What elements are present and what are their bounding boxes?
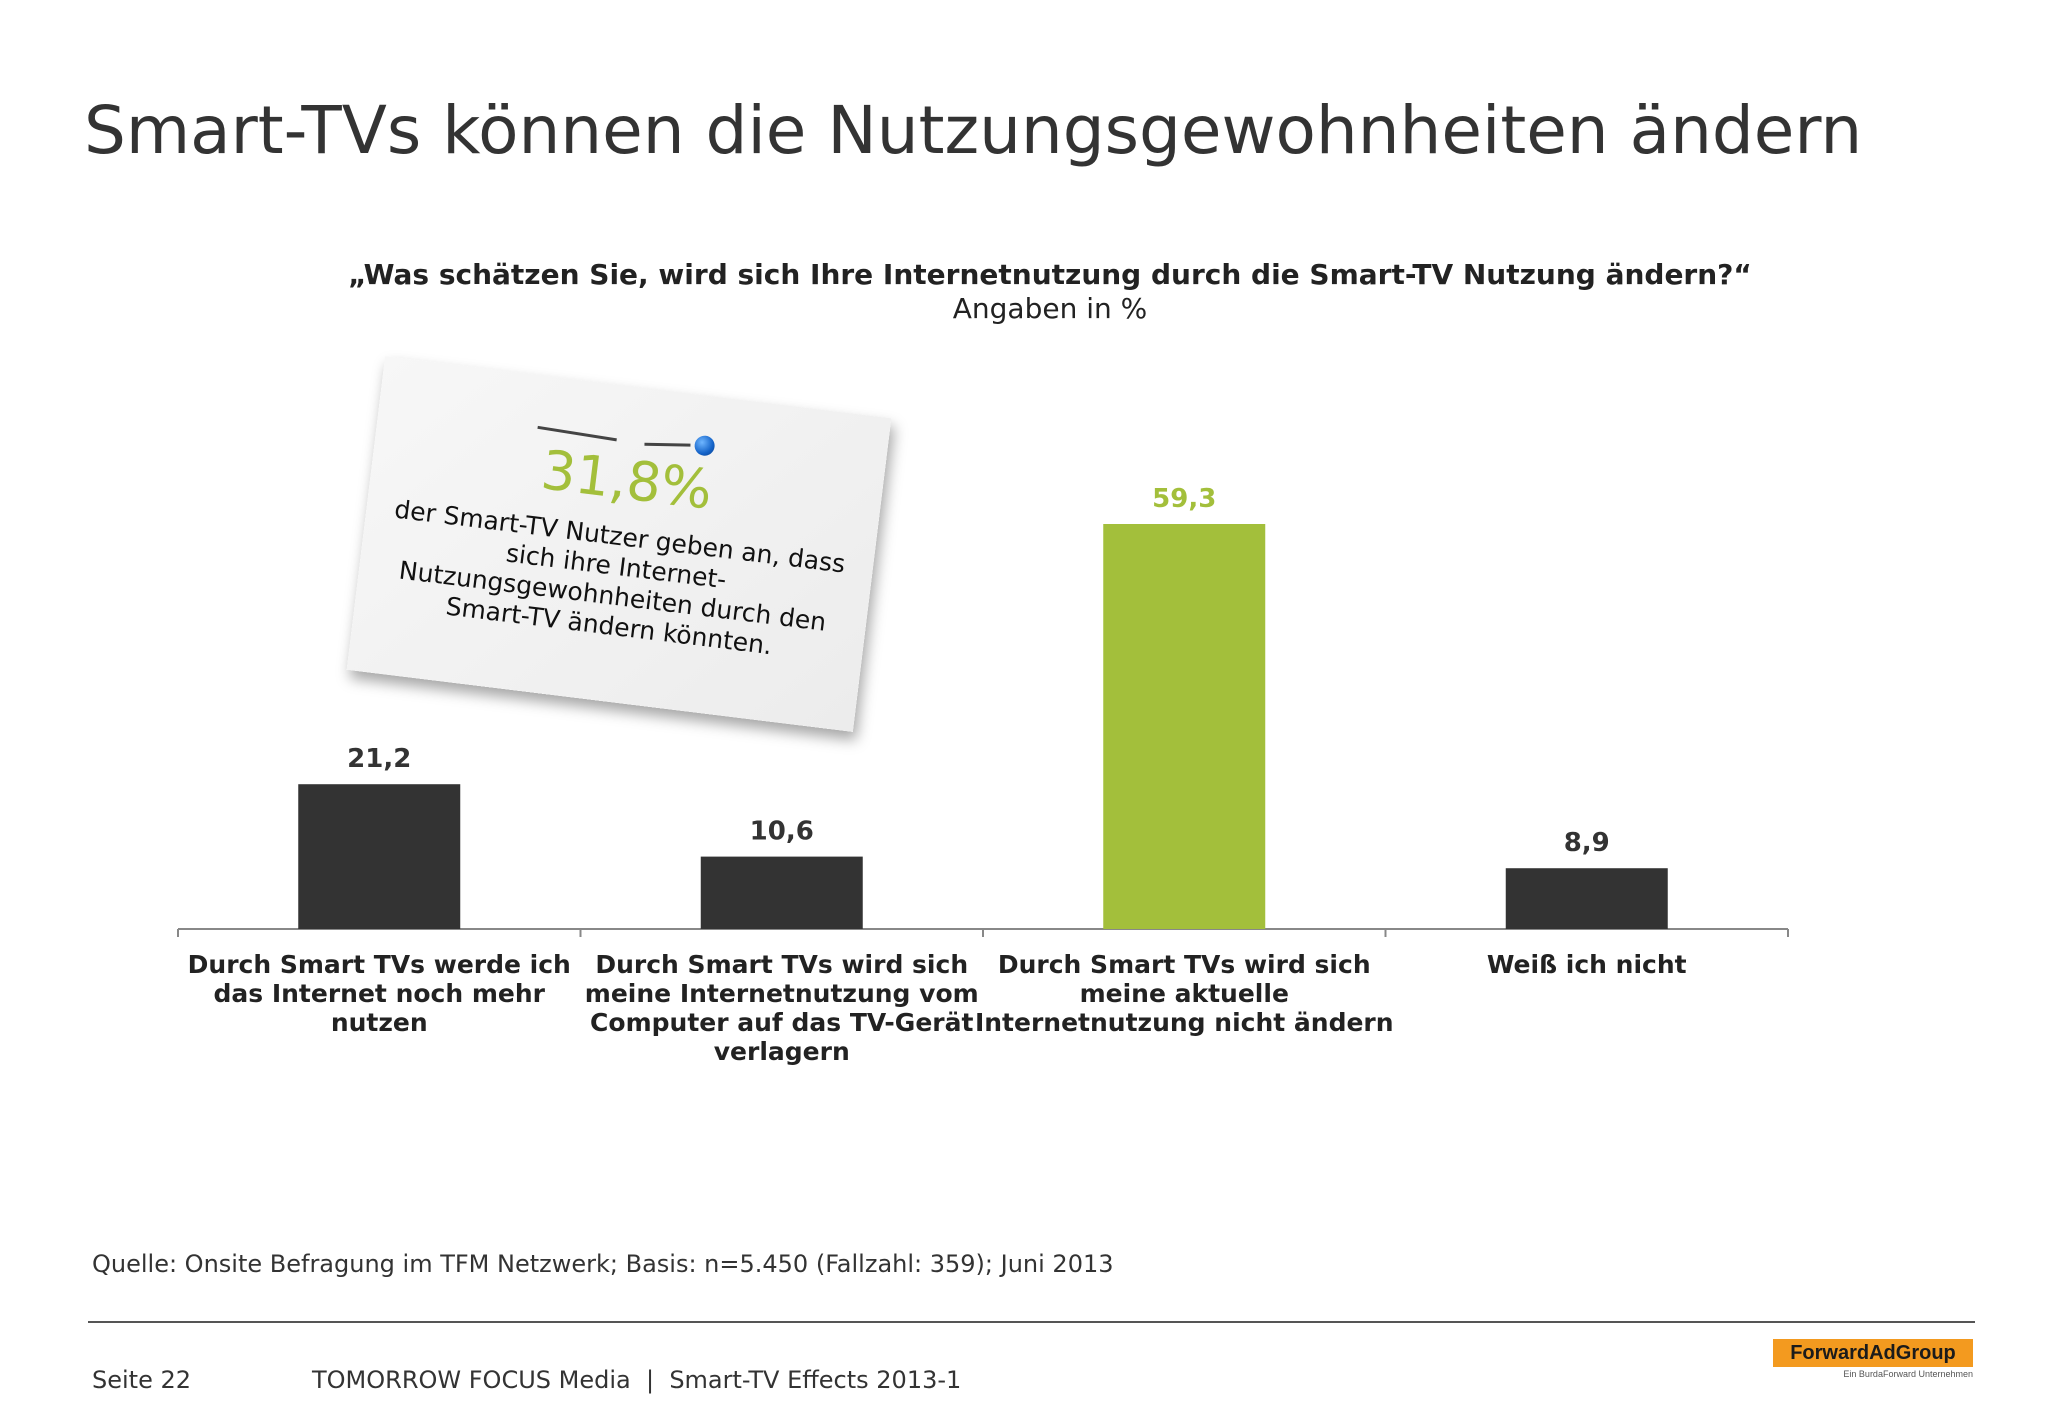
page-title: Smart-TVs können die Nutzungsgewohnheite… [84, 92, 1863, 169]
category-label: nutzen [331, 1008, 428, 1037]
bar [1103, 524, 1266, 929]
bar-value-label: 10,6 [750, 817, 814, 847]
logo-subtext: Ein BurdaForward Unternehmen [1843, 1369, 1973, 1379]
category-label: meine aktuelle [1080, 979, 1289, 1008]
chart-subtitle: Angaben in % [952, 292, 1148, 325]
pin-needle-line [644, 442, 691, 447]
category-label: Durch Smart TVs wird sich [595, 950, 968, 979]
footer-divider [88, 1321, 1975, 1323]
chart-title: „Was schätzen Sie, wird sich Ihre Intern… [348, 258, 1752, 291]
category-label: Durch Smart TVs werde ich [188, 950, 571, 979]
bar [700, 856, 863, 929]
sticky-note-callout: 31,8% der Smart-TV Nutzer geben an, dass… [346, 356, 892, 732]
bar-value-label: 21,2 [347, 744, 411, 774]
forwardadgroup-logo: ForwardAdGroup Ein BurdaForward Unterneh… [1773, 1339, 1973, 1379]
bar-value-label: 59,3 [1152, 484, 1216, 514]
pushpin-icon [693, 434, 716, 457]
logo-wordmark: ForwardAdGroup [1773, 1339, 1973, 1367]
category-label: Durch Smart TVs wird sich [998, 950, 1371, 979]
bar-value-label: 8,9 [1564, 828, 1610, 858]
category-label: Weiß ich nicht [1487, 950, 1687, 979]
category-label: das Internet noch mehr [213, 979, 545, 1008]
category-label: meine Internetnutzung vom [585, 979, 979, 1008]
category-label: verlagern [714, 1037, 850, 1066]
source-note: Quelle: Onsite Befragung im TFM Netzwerk… [92, 1250, 1114, 1278]
footer-text: TOMORROW FOCUS Media | Smart-TV Effects … [312, 1366, 962, 1394]
category-label: Internetnutzung nicht ändern [975, 1008, 1394, 1037]
bar [1505, 868, 1668, 929]
bar [298, 784, 461, 929]
category-label: Computer auf das TV-Gerät [590, 1008, 973, 1037]
page-number: Seite 22 [92, 1366, 192, 1394]
